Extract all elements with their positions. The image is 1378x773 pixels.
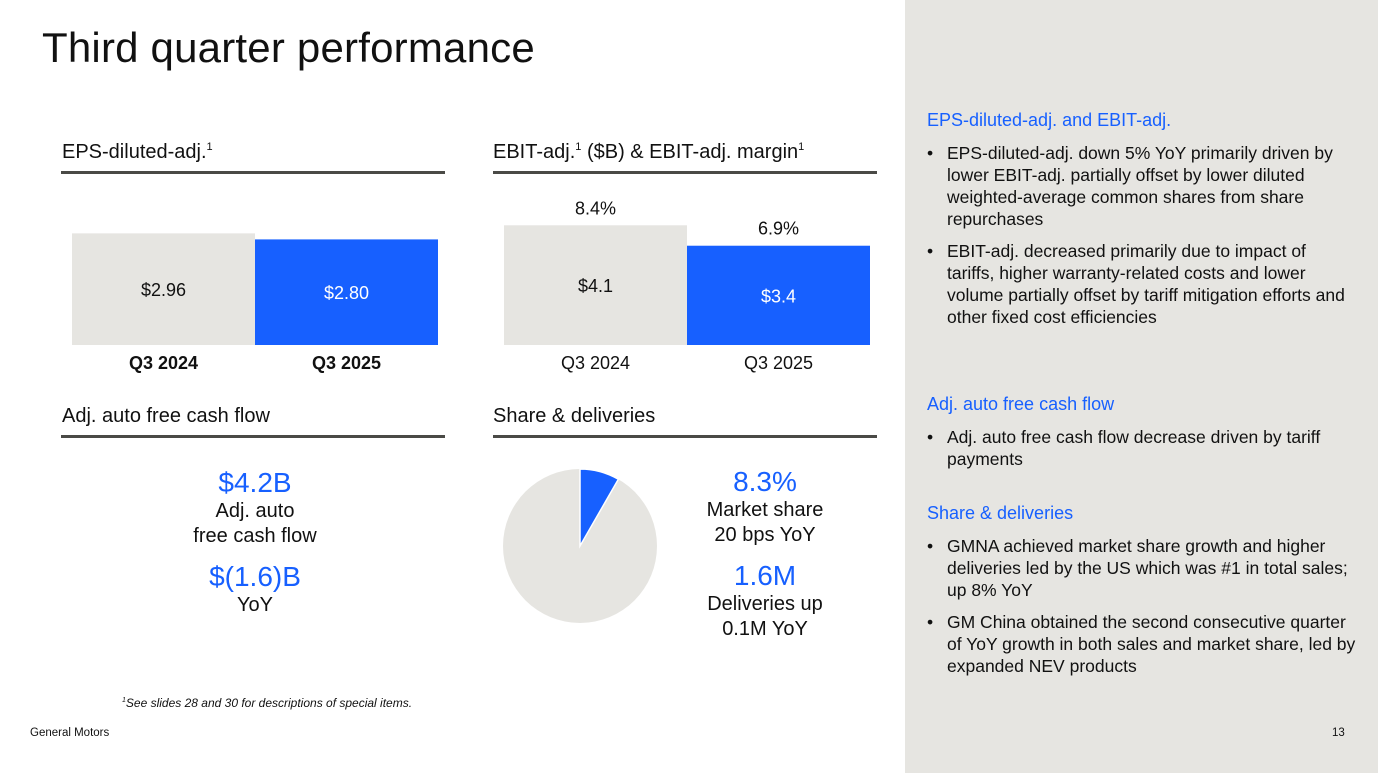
sidebar-bullet-text: GM China obtained the second consecutive…	[947, 612, 1356, 676]
bullet-icon: •	[927, 612, 934, 632]
page-number: 13	[1332, 727, 1345, 739]
bar-q3-2024	[504, 225, 687, 345]
footnote: 1See slides 28 and 30 for descriptions o…	[122, 696, 412, 710]
sidebar-bullets-cash-flow: • Adj. auto free cash flow decrease drive…	[927, 426, 1357, 480]
deliveries-value: 1.6M	[733, 560, 797, 591]
share-kpi: 8.3% Market share 20 bps YoY 1.6M Delive…	[665, 466, 865, 642]
sidebar-heading-cash-flow: Adj. auto free cash flow	[927, 394, 1115, 414]
footnote-marker: 1	[122, 697, 126, 704]
commentary-panel	[905, 0, 1378, 773]
ebit-title-footnote-marker-2: 1	[798, 141, 805, 153]
ebit-title-text: EBIT-adj.	[493, 141, 576, 163]
bar-value-label: $4.1	[578, 276, 613, 296]
bullet-icon: •	[927, 536, 934, 556]
sidebar-bullet-text: Adj. auto free cash flow decrease driven…	[947, 427, 1321, 469]
category-tick-label: Q3 2025	[744, 353, 813, 373]
bar-value-label: $2.80	[324, 283, 369, 303]
category-tick-label: Q3 2024	[561, 353, 630, 373]
ebit-title-rule	[493, 171, 877, 174]
market-share-pie	[503, 468, 657, 623]
sidebar-bullets-eps-ebit: • EPS-diluted-adj. down 5% YoY primarily …	[927, 142, 1357, 338]
eps-title-footnote-marker: 1	[206, 141, 213, 153]
margin-label: 8.4%	[575, 198, 616, 218]
sidebar-bullet-text: EPS-diluted-adj. down 5% YoY primarily d…	[947, 143, 1333, 229]
bar-value-label: $3.4	[761, 286, 796, 306]
bar-q3-2025	[687, 245, 870, 345]
sidebar-bullet: • Adj. auto free cash flow decrease drive…	[927, 426, 1357, 470]
pie-slice-gm-share	[579, 468, 620, 549]
bullet-icon: •	[927, 143, 934, 163]
sidebar-bullets-share: • GMNA achieved market share growth and h…	[927, 535, 1357, 687]
share-title-rule	[493, 435, 877, 438]
cash-flow-value: $4.2B	[218, 467, 292, 498]
sidebar-bullet: • EPS-diluted-adj. down 5% YoY primarily …	[927, 142, 1357, 230]
margin-label: 6.9%	[758, 219, 799, 239]
cash-flow-yoy-label: YoY	[237, 594, 273, 616]
bullet-icon: •	[927, 427, 934, 447]
sidebar-bullet: • EBIT-adj. decreased primarily due to im…	[927, 240, 1357, 328]
eps-title-rule	[61, 171, 445, 174]
category-tick-label: Q3 2024	[129, 353, 198, 373]
category-tick-label: Q3 2025	[312, 353, 381, 373]
cash-flow-label-line1: Adj. auto	[215, 500, 295, 522]
eps-title-text: EPS-diluted-adj.	[62, 141, 207, 163]
ebit-bar-chart: $4.1 Q3 2024 8.4% $3.4 Q3 2025 6.9%	[504, 198, 870, 373]
bullet-icon: •	[927, 241, 934, 261]
eps-chart-title: EPS-diluted-adj.1	[62, 141, 213, 164]
market-share-value: 8.3%	[733, 466, 797, 497]
cash-flow-title: Adj. auto free cash flow	[62, 405, 270, 427]
deliveries-label-line2: 0.1M YoY	[722, 618, 808, 640]
sidebar-bullet: • GM China obtained the second consecutiv…	[927, 611, 1357, 677]
market-share-label-line2: 20 bps YoY	[714, 524, 816, 546]
footnote-text: See slides 28 and 30 for descriptions of…	[125, 696, 413, 710]
cash-flow-title-rule	[61, 435, 445, 438]
sidebar-bullet-text: EBIT-adj. decreased primarily due to imp…	[947, 241, 1345, 327]
cash-flow-label-line2: free cash flow	[193, 525, 317, 547]
page-title: Third quarter performance	[42, 24, 535, 71]
eps-bar-chart: $2.96 Q3 2024 $2.80 Q3 2025	[72, 233, 438, 373]
market-share-label-line1: Market share	[706, 499, 824, 521]
cash-flow-kpi: $4.2B Adj. auto free cash flow $(1.6)B Y…	[105, 467, 405, 618]
bar-q3-2024	[72, 233, 255, 345]
footer-company: General Motors	[30, 727, 110, 739]
sidebar-heading-eps-ebit: EPS-diluted-adj. and EBIT-adj.	[927, 110, 1172, 130]
ebit-title-text-mid: ($B) & EBIT-adj. margin	[581, 141, 799, 163]
deliveries-label-line1: Deliveries up	[707, 593, 823, 615]
sidebar-bullet-text: GMNA achieved market share growth and hi…	[947, 536, 1348, 600]
sidebar-heading-share: Share & deliveries	[927, 503, 1074, 523]
bar-q3-2025	[255, 239, 438, 345]
ebit-title-footnote-marker: 1	[575, 141, 582, 153]
share-title: Share & deliveries	[493, 405, 656, 427]
ebit-chart-title: EBIT-adj.1 ($B) & EBIT-adj. margin1	[493, 141, 804, 164]
cash-flow-yoy-value: $(1.6)B	[209, 561, 301, 592]
bar-value-label: $2.96	[141, 280, 186, 300]
sidebar-bullet: • GMNA achieved market share growth and h…	[927, 535, 1357, 601]
